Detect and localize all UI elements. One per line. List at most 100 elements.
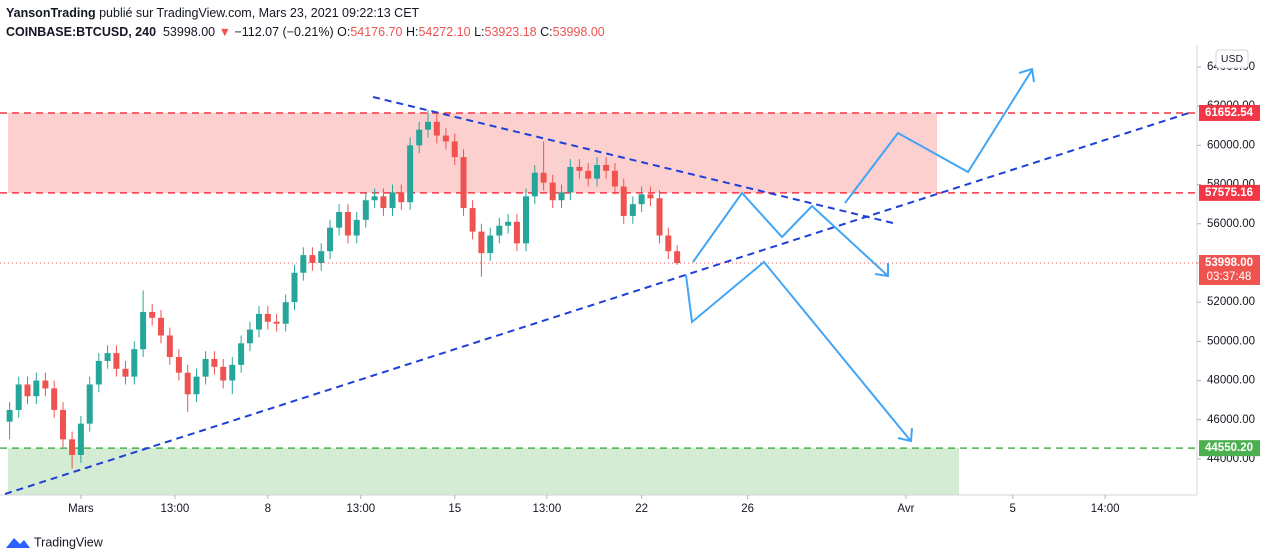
zones (8, 112, 959, 495)
candle-body (15, 384, 22, 410)
arrow-path (692, 191, 888, 276)
candle-body (531, 172, 538, 197)
candle-body (585, 170, 592, 179)
level-label-box (1199, 104, 1260, 121)
candle-body (362, 200, 369, 220)
ohlc-value: 53923.18 (484, 25, 537, 39)
y-tick-label: 56000.00 (1207, 218, 1255, 230)
y-tick-label: 50000.00 (1207, 335, 1255, 347)
candle-body (282, 302, 289, 324)
candle-body (540, 172, 547, 183)
candle-body (487, 235, 494, 254)
candle-body (647, 194, 654, 199)
ohlc-value: 53998.00 (552, 25, 605, 39)
arrowhead (874, 263, 889, 278)
ohlc-value: 54176.70 (350, 25, 403, 39)
candle-body (549, 182, 556, 201)
x-tick-label: 14:00 (1091, 503, 1120, 515)
candle-body (220, 366, 227, 381)
candle-body (86, 384, 93, 424)
arrow-path (685, 260, 911, 441)
candle-body (51, 388, 58, 410)
candle-body (398, 192, 405, 203)
countdown: 03:37:48 (1207, 271, 1252, 283)
candle-body (6, 409, 13, 422)
candles (6, 110, 681, 469)
candle-body (665, 235, 672, 252)
candle-body (309, 255, 316, 263)
candle-body (611, 170, 618, 187)
ohlc-key: O: (337, 25, 351, 39)
candle-body (104, 353, 111, 361)
candle-body (469, 208, 476, 232)
candle-body (149, 311, 156, 318)
candle-body (158, 317, 165, 336)
level-label: 61652.54 (1205, 107, 1254, 119)
ohlc-key: L: (474, 25, 485, 39)
author: YansonTrading (6, 6, 96, 20)
candle-body (344, 211, 351, 236)
x-tick-label: Mars (68, 503, 94, 515)
x-tick-label: 13:00 (532, 503, 561, 515)
candle-body (513, 221, 520, 244)
levels (0, 112, 1197, 449)
candle-body (336, 211, 343, 228)
candle-body (460, 157, 467, 209)
candle-body (451, 141, 458, 158)
candle-body (433, 121, 440, 136)
level-label-box (1199, 254, 1260, 285)
candle-body (594, 164, 601, 179)
candle-body (113, 353, 120, 369)
candle-body (273, 321, 280, 324)
trend-line (4, 111, 1193, 495)
candle-body (33, 380, 40, 397)
header-line-2: COINBASE:BTCUSD, 240 53998.00 ▼ −112.07 … (6, 23, 605, 42)
candle-body (193, 376, 200, 395)
currency-button[interactable] (1215, 49, 1249, 69)
candle-body (371, 196, 378, 201)
candle-body (42, 380, 49, 389)
candle-body (300, 255, 307, 273)
candle-body (558, 192, 565, 201)
level-label: 44550.20 (1205, 442, 1253, 454)
y-tick-label: 52000.00 (1207, 296, 1255, 308)
candle-body (238, 343, 245, 365)
candle-body (576, 166, 583, 171)
candle-body (166, 335, 173, 358)
x-tick-label: 5 (1010, 503, 1016, 515)
symbol: COINBASE:BTCUSD, 240 (6, 25, 157, 39)
candle-body (140, 311, 147, 350)
x-tick-label: 22 (635, 503, 648, 515)
candle-body (291, 272, 298, 303)
currency: USD (1221, 53, 1244, 65)
support-zone (8, 448, 959, 495)
brand: TradingView (34, 535, 104, 549)
candle-body (77, 423, 84, 456)
candle-body (656, 198, 663, 236)
candle-body (353, 219, 360, 236)
candle-body (603, 164, 610, 171)
candle-body (674, 251, 681, 263)
candle-body (202, 358, 209, 377)
candle-body (60, 409, 67, 440)
candle-body (478, 231, 485, 254)
candle-body (567, 166, 574, 193)
header: YansonTrading publié sur TradingView.com… (6, 4, 605, 42)
candle-body (442, 135, 449, 142)
candle-body (496, 225, 503, 236)
price: 53998.00 (162, 25, 216, 39)
x-tick-label: 8 (265, 503, 271, 515)
ohlc-key: H: (405, 25, 419, 39)
candle-body (425, 121, 432, 130)
level-label: 53998.00 (1205, 257, 1253, 269)
candle-body (211, 358, 218, 367)
candle-body (620, 186, 627, 216)
candle-body (95, 360, 102, 385)
candle-body (131, 349, 138, 377)
arrowhead (897, 427, 913, 443)
level-label-box (1199, 184, 1260, 201)
candle-body (264, 313, 271, 322)
candle-body (184, 372, 191, 395)
ohlc: O:54176.70 H:54272.10 L:53923.18 C:53998… (337, 25, 605, 39)
